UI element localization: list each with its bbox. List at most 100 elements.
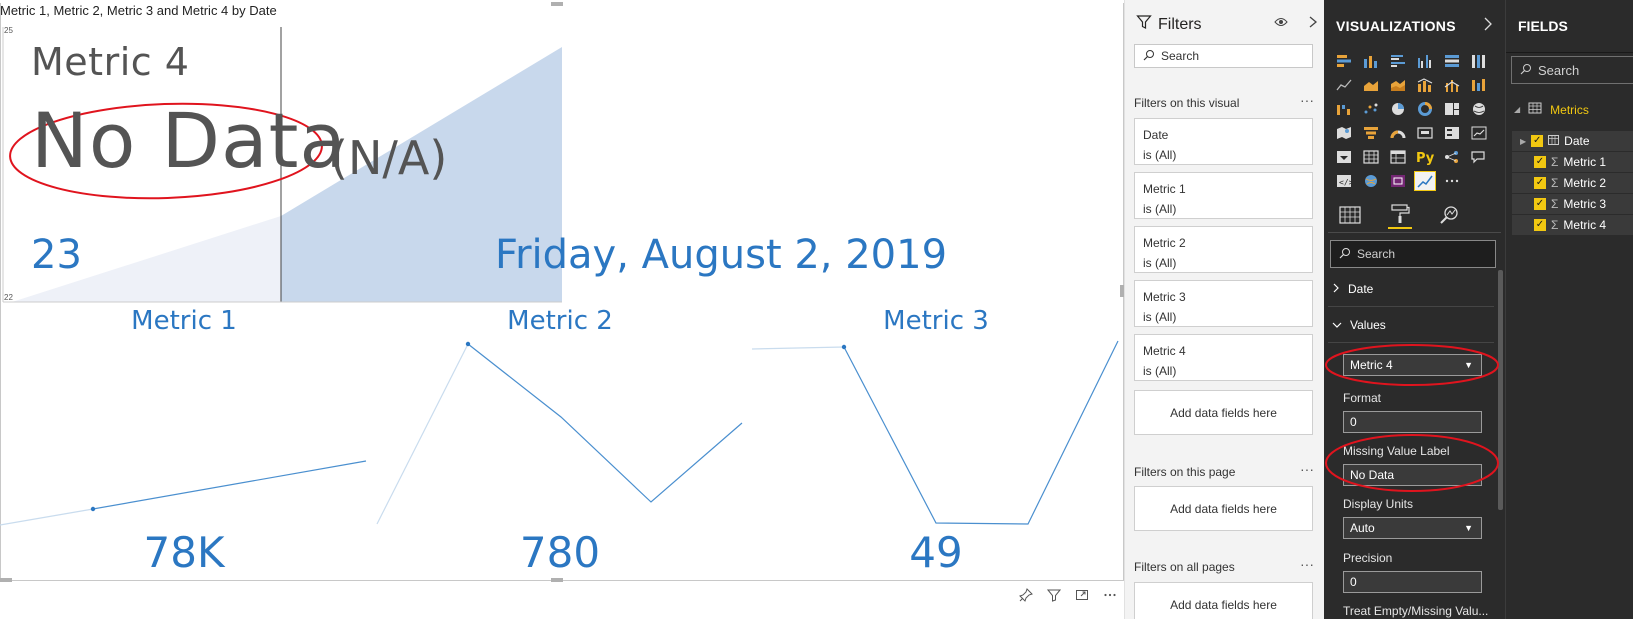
- area-chart-icon[interactable]: [1361, 76, 1381, 94]
- tab-analytics[interactable]: [1438, 205, 1462, 229]
- field-item-metric4[interactable]: ✓ Σ Metric 4: [1512, 215, 1633, 235]
- display-units-dropdown[interactable]: Auto ▼: [1343, 517, 1482, 539]
- na-suffix: (N/A): [330, 131, 448, 185]
- matrix-icon[interactable]: [1388, 148, 1408, 166]
- more-options-icon[interactable]: ···: [1300, 556, 1314, 572]
- add-data-fields-page[interactable]: Add data fields here: [1134, 486, 1313, 531]
- metric-select-dropdown[interactable]: Metric 4 ▼: [1343, 354, 1482, 376]
- checkbox-checked-icon[interactable]: ✓: [1534, 177, 1546, 189]
- line-and-clustered-column-icon[interactable]: [1442, 76, 1462, 94]
- report-canvas: Metric 1, Metric 2, Metric 3 and Metric …: [0, 2, 1124, 603]
- table-metrics[interactable]: ◢ Metrics: [1514, 102, 1589, 117]
- filter-card-metric3[interactable]: Metric 3 is (All): [1134, 280, 1313, 327]
- section-date[interactable]: Date: [1332, 282, 1373, 296]
- filter-icon[interactable]: [1046, 587, 1062, 603]
- visual-type-gallery: Py </>: [1334, 52, 1489, 191]
- format-pane-scrollbar[interactable]: [1498, 270, 1503, 510]
- table-icon[interactable]: [1361, 148, 1381, 166]
- r-script-visual-icon[interactable]: </>: [1334, 172, 1354, 190]
- resize-handle-top[interactable]: [551, 2, 563, 6]
- filters-search-input[interactable]: Search: [1134, 44, 1313, 68]
- scatter-chart-icon[interactable]: [1361, 100, 1381, 118]
- multi-row-card-icon[interactable]: [1442, 124, 1462, 142]
- filter-card-date[interactable]: Date is (All): [1134, 118, 1313, 165]
- selected-custom-visual-icon[interactable]: [1414, 171, 1436, 191]
- clustered-column-chart-icon[interactable]: [1415, 52, 1435, 70]
- resize-handle-right[interactable]: [1120, 285, 1124, 297]
- power-apps-icon[interactable]: [1388, 172, 1408, 190]
- checkbox-checked-icon[interactable]: ✓: [1534, 156, 1546, 168]
- metric2-line: [467, 343, 743, 503]
- filters-header: Filters: [1136, 14, 1202, 35]
- more-options-icon[interactable]: [1102, 587, 1118, 603]
- section-values[interactable]: Values: [1332, 318, 1386, 332]
- focus-mode-icon[interactable]: [1074, 587, 1090, 603]
- checkbox-checked-icon[interactable]: ✓: [1534, 198, 1546, 210]
- more-options-icon[interactable]: ···: [1300, 461, 1314, 477]
- tab-format[interactable]: [1388, 204, 1412, 229]
- checkbox-checked-icon[interactable]: ✓: [1534, 219, 1546, 231]
- collapse-chevron-icon[interactable]: [1308, 16, 1318, 32]
- field-item-metric1[interactable]: ✓ Σ Metric 1: [1512, 152, 1633, 172]
- calendar-table-icon: [1548, 134, 1560, 148]
- chevron-down-icon: ▼: [1464, 523, 1473, 533]
- format-input[interactable]: 0: [1343, 411, 1482, 433]
- kpi-icon[interactable]: [1469, 124, 1489, 142]
- field-item-date[interactable]: ▶ ✓ Date: [1512, 131, 1633, 151]
- resize-handle-bottom[interactable]: [551, 578, 563, 582]
- search-icon: [1520, 63, 1532, 78]
- add-data-fields-all-pages[interactable]: Add data fields here: [1134, 582, 1313, 619]
- more-options-icon[interactable]: ···: [1300, 92, 1314, 108]
- eye-icon[interactable]: [1274, 16, 1288, 32]
- treemap-icon[interactable]: [1442, 100, 1462, 118]
- filled-map-icon[interactable]: [1334, 124, 1354, 142]
- divider: [1328, 342, 1494, 343]
- 100-stacked-bar-icon[interactable]: [1442, 52, 1462, 70]
- sigma-icon: Σ: [1551, 176, 1559, 190]
- arcgis-map-icon[interactable]: [1361, 172, 1381, 190]
- checkbox-checked-icon[interactable]: ✓: [1531, 135, 1544, 147]
- gauge-icon[interactable]: [1388, 124, 1408, 142]
- resize-handle-bottom-left[interactable]: [0, 578, 12, 582]
- metric4-label: Metric 4: [31, 40, 190, 84]
- filter-card-state: is (All): [1143, 202, 1177, 216]
- key-influencers-icon[interactable]: [1442, 148, 1462, 166]
- field-item-metric3[interactable]: ✓ Σ Metric 3: [1512, 194, 1633, 214]
- ribbon-chart-icon[interactable]: [1469, 76, 1489, 94]
- pie-chart-icon[interactable]: [1388, 100, 1408, 118]
- tab-fields-wells[interactable]: [1338, 205, 1362, 229]
- format-search-input[interactable]: Search: [1330, 240, 1496, 268]
- donut-chart-icon[interactable]: [1415, 100, 1435, 118]
- collapse-chevron-icon[interactable]: [1483, 16, 1493, 35]
- line-and-stacked-column-icon[interactable]: [1415, 76, 1435, 94]
- line-chart-icon[interactable]: [1334, 76, 1354, 94]
- clustered-bar-chart-icon[interactable]: [1388, 52, 1408, 70]
- stacked-column-chart-icon[interactable]: [1361, 52, 1381, 70]
- field-label: Metric 2: [1563, 176, 1607, 190]
- waterfall-chart-icon[interactable]: [1334, 100, 1354, 118]
- filter-card-metric1[interactable]: Metric 1 is (All): [1134, 172, 1313, 219]
- axis-tick-bottom: 22: [4, 293, 13, 302]
- pin-icon[interactable]: [1018, 587, 1034, 603]
- filter-card-metric4[interactable]: Metric 4 is (All): [1134, 334, 1313, 381]
- stacked-area-chart-icon[interactable]: [1388, 76, 1408, 94]
- filter-funnel-icon: [1136, 14, 1152, 35]
- filter-card-metric2[interactable]: Metric 2 is (All): [1134, 226, 1313, 273]
- slicer-icon[interactable]: [1334, 148, 1354, 166]
- filter-card-state: is (All): [1143, 364, 1177, 378]
- stacked-bar-chart-icon[interactable]: [1334, 52, 1354, 70]
- map-icon[interactable]: [1469, 100, 1489, 118]
- funnel-icon[interactable]: [1361, 124, 1381, 142]
- more-visuals-icon[interactable]: [1442, 172, 1462, 190]
- fields-search-input[interactable]: Search: [1511, 56, 1633, 84]
- qa-visual-icon[interactable]: [1469, 148, 1489, 166]
- missing-value-input[interactable]: No Data: [1343, 464, 1482, 486]
- field-item-metric2[interactable]: ✓ Σ Metric 2: [1512, 173, 1633, 193]
- filter-card-state: is (All): [1143, 148, 1177, 162]
- add-data-fields-visual[interactable]: Add data fields here: [1134, 390, 1313, 435]
- visualizations-title: VISUALIZATIONS: [1336, 18, 1456, 34]
- python-visual-icon[interactable]: Py: [1415, 148, 1435, 166]
- card-icon[interactable]: [1415, 124, 1435, 142]
- 100-stacked-column-icon[interactable]: [1469, 52, 1489, 70]
- precision-input[interactable]: 0: [1343, 571, 1482, 593]
